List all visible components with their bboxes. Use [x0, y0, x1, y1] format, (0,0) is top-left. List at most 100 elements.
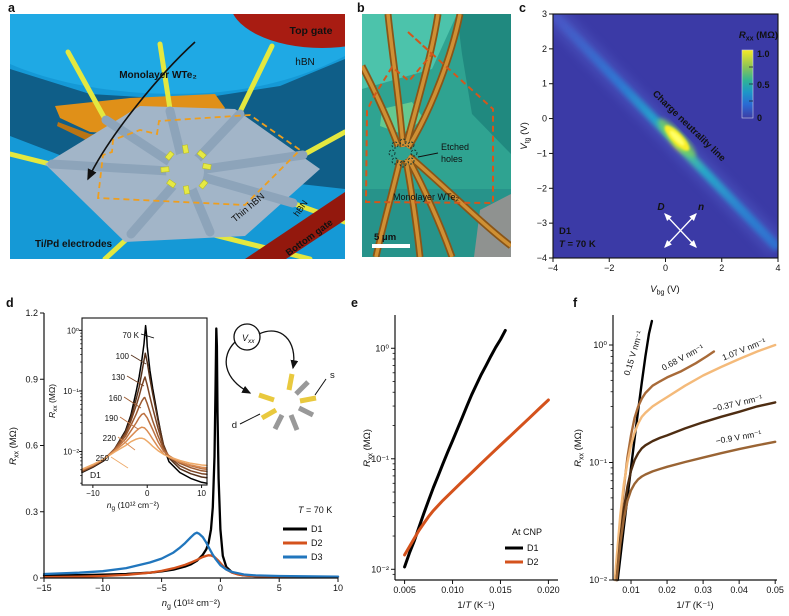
temp-leader-100 [130, 354, 147, 365]
d-legend-label-d2: D2 [311, 538, 323, 548]
monolayer-outline-dashed [96, 114, 302, 206]
svg-text:2: 2 [542, 44, 547, 54]
device-label: D1 [559, 226, 572, 237]
svg-text:−4: −4 [537, 253, 547, 263]
svg-text:5: 5 [277, 583, 282, 593]
n-axis-label: n [698, 202, 704, 213]
panel-label-a: a [8, 1, 15, 15]
svg-text:0.04: 0.04 [730, 585, 748, 595]
e-legend-title: At CNP [512, 527, 542, 537]
svg-text:0.02: 0.02 [658, 585, 676, 595]
circuit-sketch: Vxx s d [225, 323, 335, 431]
panel-c-map: −4 −2 0 2 4 3 2 1 0 −1 −2 −3 −4 Vtg (V) Vbg (V) Rxx … [519, 9, 781, 297]
inset-y-axis-label: Rxx (MΩ) [47, 384, 59, 418]
colorbar-tick-0: 0 [757, 113, 762, 123]
etched-holes [388, 138, 418, 168]
d-axis-label: D [657, 202, 664, 213]
inset-temperature-labels: 70 K 100 130 160 190 220 250 [96, 331, 155, 469]
svg-text:0: 0 [145, 489, 150, 498]
c-y-axis-label: Vtg (V) [519, 122, 532, 150]
svg-text:−2: −2 [537, 183, 547, 193]
inset-x-axis-label: ng (10¹² cm⁻²) [107, 500, 160, 512]
temp-label-160: 160 [109, 394, 123, 403]
panel-label-b: b [357, 1, 365, 15]
wire-right [258, 330, 299, 370]
svg-text:2: 2 [719, 263, 724, 273]
svg-text:−5: −5 [156, 583, 166, 593]
monolayer-label: Monolayer WTe₂ [393, 192, 460, 202]
svg-text:10⁻¹: 10⁻¹ [371, 454, 389, 464]
d-legend-label-d1: D1 [311, 524, 323, 534]
slab-center [166, 153, 204, 191]
drain-leader [239, 413, 261, 425]
stacking-arrow [87, 41, 196, 181]
svg-text:10⁰: 10⁰ [593, 340, 607, 350]
f-curve-labels: 0.15 V nm⁻¹ 0.68 V nm⁻¹ 1.07 V nm⁻¹ −0.3… [622, 329, 768, 446]
svg-text:0.020: 0.020 [537, 585, 560, 595]
temp-label-130: 130 [112, 373, 126, 382]
colorbar-title: Rxx (MΩ) [739, 30, 778, 43]
e-x-axis-label: 1/T (K⁻¹) [457, 600, 494, 611]
wire-left [225, 341, 252, 394]
top-gate-label: Top gate [290, 25, 333, 37]
svg-text:4: 4 [775, 263, 780, 273]
svg-text:0.3: 0.3 [25, 507, 38, 517]
f-label-m037: −0.37 V nm⁻¹ [711, 392, 763, 413]
dn-axes-arrows [664, 213, 697, 248]
svg-text:0: 0 [218, 583, 223, 593]
heatmap-axes: −4 −2 0 2 4 3 2 1 0 −1 −2 −3 −4 [537, 9, 781, 273]
svg-text:1: 1 [542, 79, 547, 89]
panel-label-e: e [351, 296, 358, 310]
svg-text:3: 3 [542, 9, 547, 19]
svg-text:10: 10 [197, 489, 206, 498]
d-legend: T = 70 K D1 D2 D3 [283, 505, 332, 562]
hbn-top-label: hBN [295, 57, 314, 68]
d-y-axis-label: Rxx (MΩ) [8, 427, 21, 465]
svg-text:−4: −4 [548, 263, 558, 273]
svg-text:−2: −2 [604, 263, 614, 273]
monolayer-outline-dashed [364, 31, 494, 205]
circuit-electrodes [258, 373, 317, 431]
svg-text:0.6: 0.6 [25, 441, 38, 451]
svg-text:−3: −3 [537, 218, 547, 228]
svg-text:10⁰: 10⁰ [375, 343, 389, 353]
svg-text:10⁰: 10⁰ [67, 326, 79, 335]
temp-leader-70k [140, 333, 155, 339]
svg-text:0.015: 0.015 [489, 585, 512, 595]
panel-e-plot: 0.005 0.010 0.015 0.020 10⁰ 10⁻¹ 10⁻² Rxx (MΩ)… [362, 315, 560, 611]
svg-text:−10: −10 [95, 583, 110, 593]
e-axes: 0.005 0.010 0.015 0.020 10⁰ 10⁻¹ 10⁻² [371, 315, 560, 595]
colorbar-tick-05: 0.5 [757, 80, 770, 90]
svg-text:10⁻²: 10⁻² [589, 575, 607, 585]
svg-text:−15: −15 [36, 583, 51, 593]
dark-flake-region [457, 14, 511, 154]
d-legend-title: T = 70 K [298, 505, 332, 515]
temp-label-190: 190 [105, 414, 119, 423]
temp-leader-220 [117, 436, 136, 451]
temp-leader-130 [126, 375, 145, 387]
monolayer-label: Monolayer WTe₂ [119, 70, 197, 81]
scale-bar [372, 244, 410, 248]
temp-label-70k: 70 K [123, 331, 140, 340]
panel-label-f: f [573, 296, 578, 310]
heatmap-content [553, 14, 778, 256]
svg-text:10⁻²: 10⁻² [63, 448, 79, 457]
d-legend-label-d3: D3 [311, 552, 323, 562]
c-x-axis-label: Vbg (V) [650, 284, 679, 297]
d-x-axis-label: ng (10¹² cm⁻²) [162, 598, 221, 611]
bottom-gate-layer [245, 192, 345, 259]
e-y-axis-label: Rxx (MΩ) [362, 429, 375, 467]
f-label-068: 0.68 V nm⁻¹ [660, 342, 706, 373]
colorbar-tick-1: 1.0 [757, 49, 770, 59]
svg-text:−1: −1 [537, 148, 547, 158]
voltmeter-circle [233, 323, 261, 351]
scale-bar-label: 5 μm [374, 232, 396, 243]
panel-a-schematic: Top gate hBN Monolayer WTe₂ Thin hBN Ti/… [10, 14, 345, 259]
svg-text:10: 10 [333, 583, 343, 593]
f-label-m09: −0.9 V nm⁻¹ [715, 428, 762, 446]
svg-text:0: 0 [33, 573, 38, 583]
svg-text:0.010: 0.010 [441, 585, 464, 595]
